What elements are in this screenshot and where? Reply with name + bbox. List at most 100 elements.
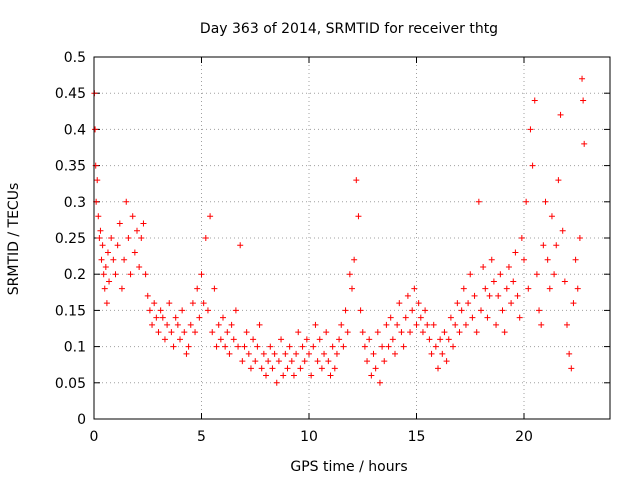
x-tick-label: 0 xyxy=(90,429,99,445)
data-point xyxy=(518,235,525,241)
data-point xyxy=(379,343,386,350)
data-point xyxy=(224,329,231,336)
data-point xyxy=(456,329,463,336)
data-point xyxy=(527,126,534,133)
data-point xyxy=(198,271,205,278)
x-tick-label: 5 xyxy=(197,429,206,445)
data-point xyxy=(123,198,130,205)
data-point xyxy=(559,227,566,234)
data-point xyxy=(542,198,549,205)
data-point xyxy=(161,336,168,343)
data-point xyxy=(267,343,274,350)
data-point xyxy=(243,329,250,336)
data-point xyxy=(112,271,119,278)
data-point xyxy=(250,336,257,343)
data-point xyxy=(263,372,269,379)
data-point xyxy=(516,314,523,321)
y-tick-label: 0.2 xyxy=(64,267,86,283)
data-point xyxy=(95,213,102,220)
data-point xyxy=(368,372,375,379)
data-point xyxy=(213,343,220,350)
data-point xyxy=(104,249,111,256)
data-point xyxy=(484,314,491,321)
data-point xyxy=(581,140,588,147)
data-point xyxy=(323,329,330,336)
data-point xyxy=(381,358,388,365)
y-tick-label: 0.3 xyxy=(64,195,86,211)
data-point xyxy=(314,358,321,365)
data-point xyxy=(374,329,381,336)
data-point xyxy=(316,336,323,343)
data-point xyxy=(293,350,300,357)
data-point xyxy=(338,321,345,328)
data-point xyxy=(312,321,319,328)
data-point xyxy=(473,329,480,336)
data-point xyxy=(235,343,242,350)
data-point xyxy=(570,300,577,307)
data-point xyxy=(196,314,203,321)
data-point xyxy=(480,263,487,270)
data-point xyxy=(288,358,295,365)
data-point xyxy=(383,321,390,328)
data-point xyxy=(546,285,553,292)
data-point xyxy=(209,329,216,336)
data-point xyxy=(168,329,175,336)
data-point xyxy=(295,329,302,336)
data-point xyxy=(247,365,254,372)
data-point xyxy=(153,314,160,321)
data-point xyxy=(501,329,508,336)
data-point xyxy=(179,307,186,314)
data-point xyxy=(318,365,325,372)
data-point xyxy=(349,285,355,292)
data-point xyxy=(172,314,179,321)
data-point xyxy=(357,307,364,314)
data-point xyxy=(458,307,465,314)
data-point xyxy=(333,350,340,357)
data-point xyxy=(460,285,467,292)
data-point xyxy=(579,75,586,82)
data-point xyxy=(275,358,282,365)
data-point xyxy=(512,249,519,256)
data-point xyxy=(110,256,117,263)
data-point xyxy=(187,321,194,328)
data-point xyxy=(118,285,125,292)
data-point xyxy=(415,300,422,307)
data-point xyxy=(576,235,583,241)
x-tick-label: 15 xyxy=(408,429,426,445)
data-point xyxy=(310,343,317,350)
data-point xyxy=(424,321,431,328)
data-point xyxy=(177,336,183,343)
data-point xyxy=(308,372,315,379)
data-point xyxy=(222,343,229,350)
data-point xyxy=(183,350,190,357)
data-point xyxy=(454,300,461,307)
data-point xyxy=(351,256,358,263)
data-point xyxy=(336,336,343,343)
y-tick-label: 0.35 xyxy=(55,159,86,175)
data-point xyxy=(411,285,418,292)
data-point xyxy=(394,321,401,328)
data-point xyxy=(344,329,351,336)
data-point xyxy=(465,300,472,307)
plot-frame xyxy=(93,56,611,420)
data-point xyxy=(482,285,489,292)
data-point xyxy=(125,235,132,241)
data-point xyxy=(232,307,239,314)
data-point xyxy=(226,350,233,357)
data-point xyxy=(407,329,414,336)
data-point xyxy=(101,285,108,292)
data-point xyxy=(185,343,192,350)
data-point xyxy=(497,271,504,278)
data-point xyxy=(103,300,110,307)
data-point xyxy=(215,321,222,328)
data-point xyxy=(462,321,469,328)
data-point xyxy=(99,242,106,249)
data-point xyxy=(529,162,536,169)
data-point xyxy=(303,336,310,343)
data-point xyxy=(230,336,237,343)
grid-lines xyxy=(94,57,610,419)
data-point xyxy=(301,358,308,365)
y-tick-label: 0.1 xyxy=(64,340,86,356)
data-point xyxy=(239,358,246,365)
